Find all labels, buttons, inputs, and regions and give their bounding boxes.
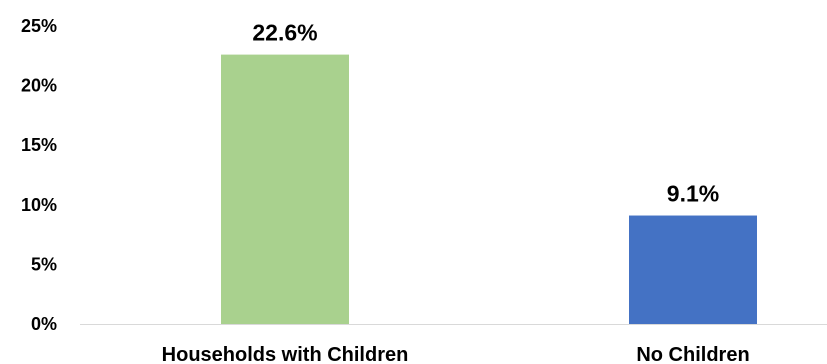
category-labels: Households with Children No Children (162, 344, 750, 364)
y-tick-label: 5% (31, 254, 57, 274)
x-tick-label: No Children (636, 344, 749, 364)
y-tick-label: 25% (21, 16, 57, 36)
y-tick-label: 0% (31, 314, 57, 334)
bar (629, 215, 757, 324)
data-label: 9.1% (667, 181, 719, 207)
bars (221, 54, 757, 324)
y-tick-label: 15% (21, 135, 57, 155)
y-tick-label: 20% (21, 76, 57, 96)
data-label: 22.6% (252, 20, 317, 46)
y-axis-tick-labels: 0% 5% 10% 15% 20% 25% (21, 16, 57, 334)
data-labels: 22.6% 9.1% (252, 20, 719, 207)
x-tick-label: Households with Children (162, 344, 409, 364)
bar (221, 54, 349, 324)
y-tick-label: 10% (21, 195, 57, 215)
